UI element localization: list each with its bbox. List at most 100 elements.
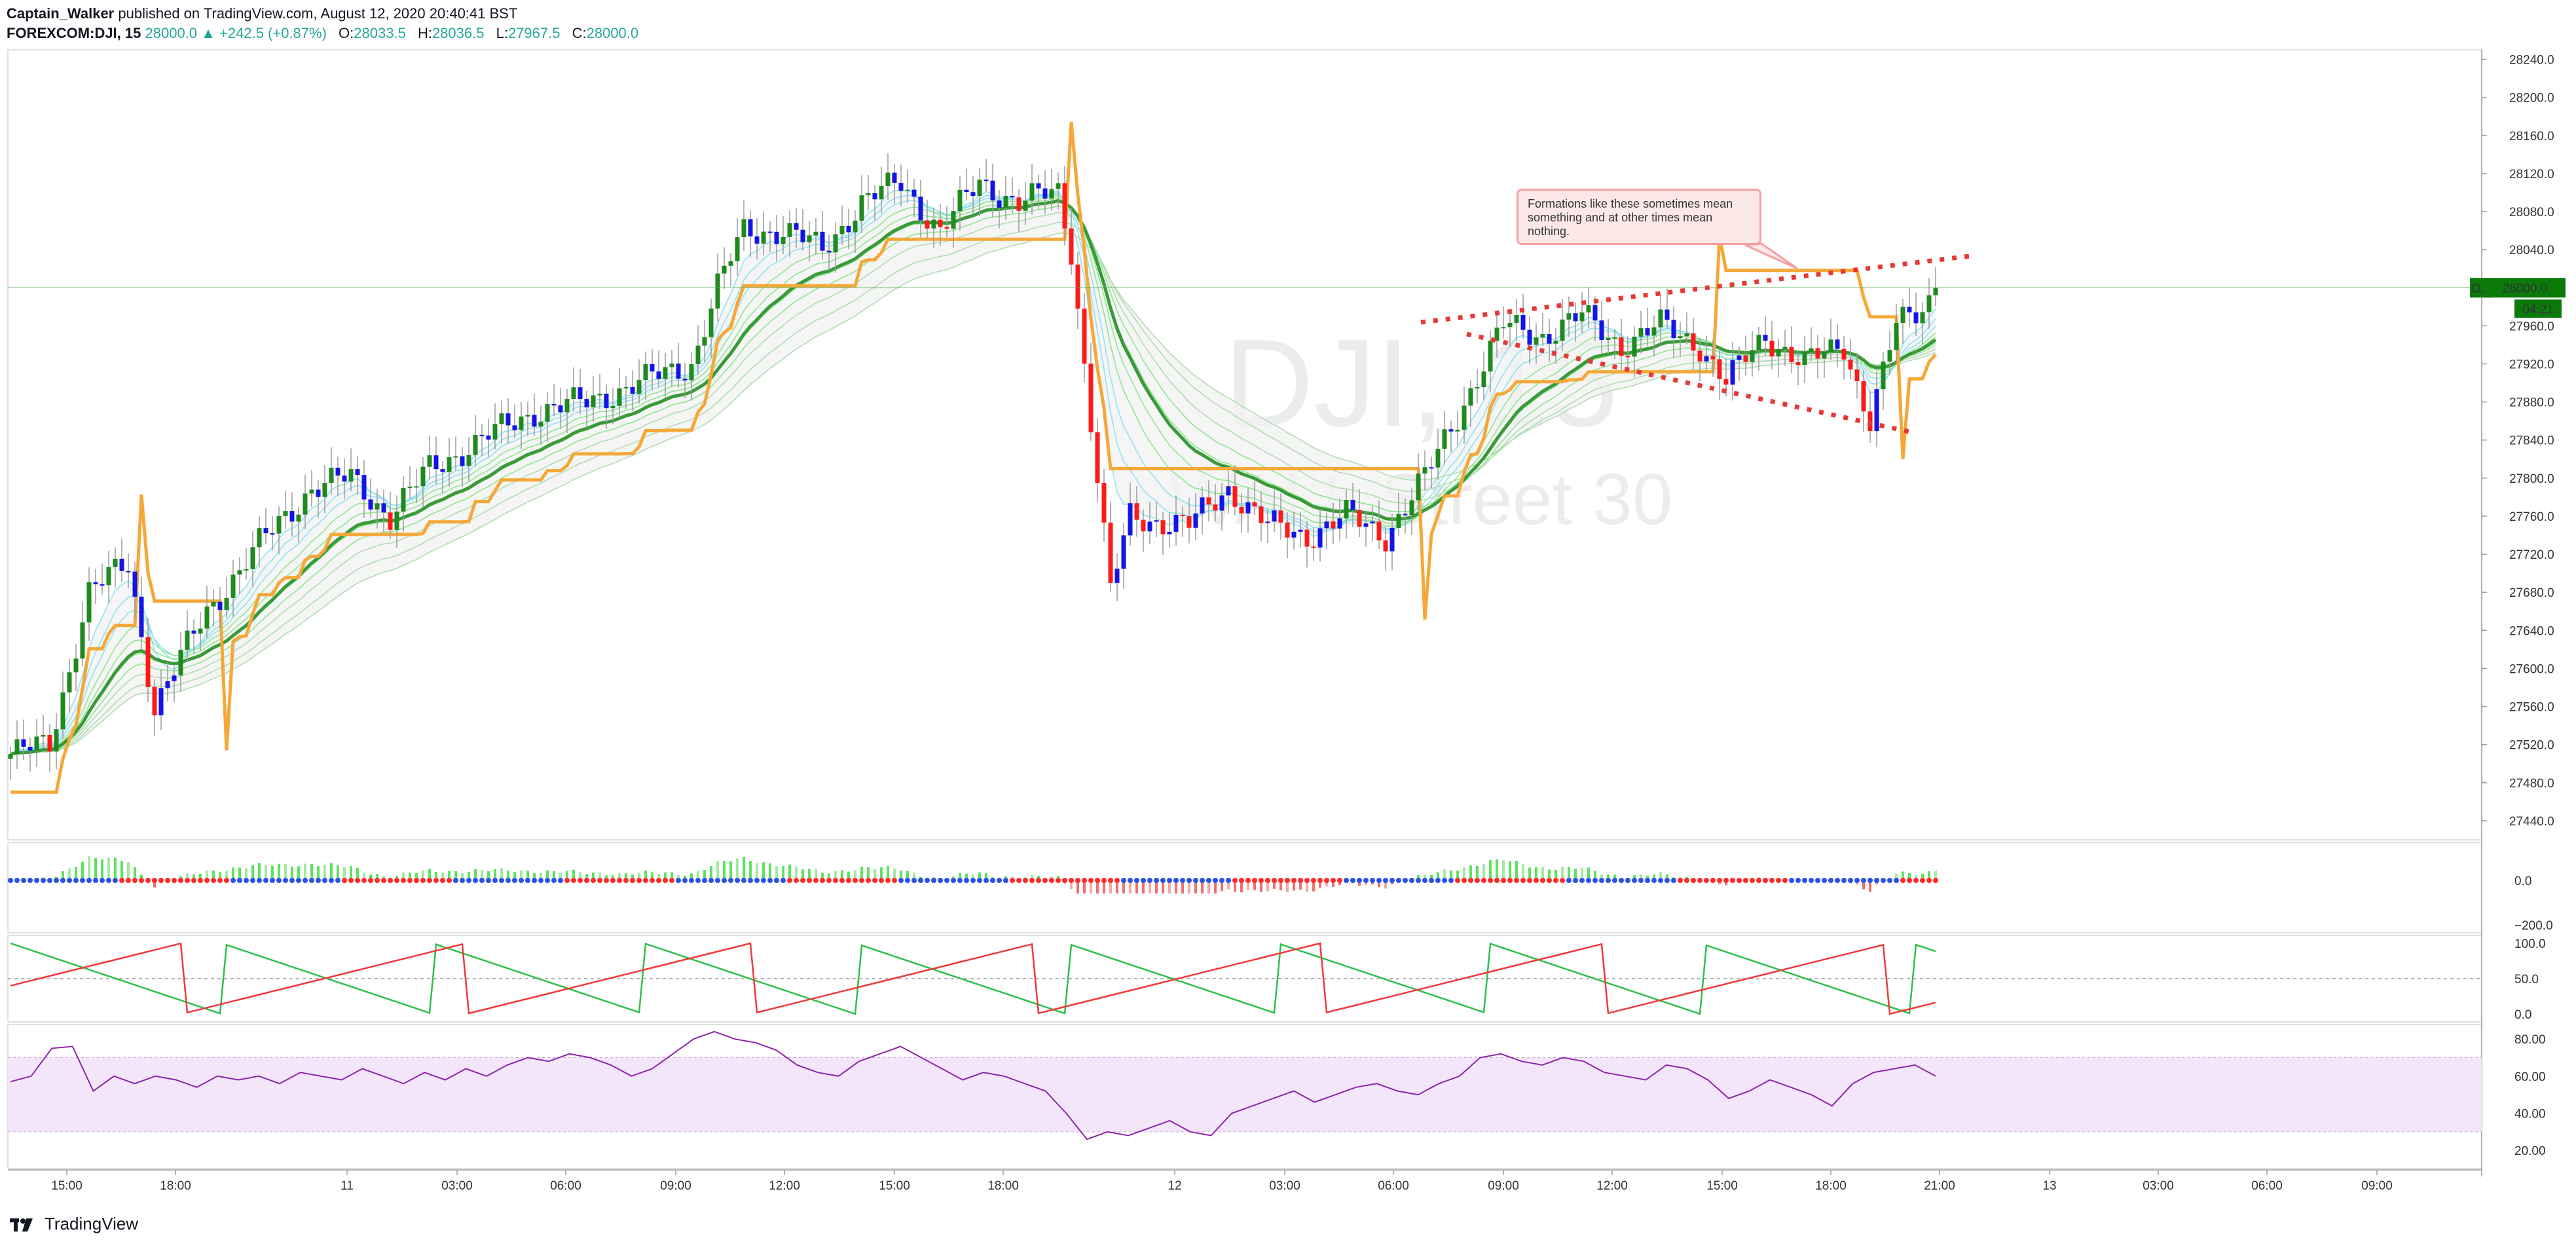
momentum-dot bbox=[499, 878, 504, 883]
momentum-dot bbox=[807, 878, 812, 883]
momentum-dot bbox=[309, 878, 314, 883]
momentum-bar bbox=[1895, 873, 1898, 880]
momentum-dot bbox=[100, 878, 105, 883]
momentum-bar bbox=[592, 872, 595, 880]
candles-group bbox=[8, 153, 1938, 780]
footer-brand[interactable]: TradingView bbox=[45, 1213, 139, 1233]
candle-body bbox=[1704, 356, 1709, 362]
momentum-bar bbox=[1319, 880, 1321, 888]
time-tick-label: 12:00 bbox=[769, 1179, 800, 1193]
candle-body bbox=[892, 172, 897, 183]
momentum-dot bbox=[519, 878, 524, 883]
momentum-bar bbox=[1489, 860, 1492, 880]
momentum-dot bbox=[813, 878, 819, 883]
momentum-dot bbox=[1462, 878, 1467, 883]
momentum-dot bbox=[761, 878, 766, 883]
symbol-label[interactable]: FOREXCOM:DJI, 15 bbox=[7, 25, 141, 41]
close-label: C: bbox=[572, 25, 587, 41]
momentum-bar bbox=[1227, 880, 1230, 890]
momentum-dot bbox=[551, 878, 557, 883]
momentum-bar bbox=[1155, 880, 1158, 894]
momentum-dot bbox=[1095, 878, 1100, 883]
momentum-tick-label: −200.0 bbox=[2514, 919, 2553, 933]
momentum-dot bbox=[1619, 878, 1624, 883]
momentum-bar bbox=[494, 869, 496, 880]
candle-body bbox=[394, 511, 399, 530]
momentum-bar bbox=[232, 867, 234, 880]
momentum-dot bbox=[479, 878, 485, 883]
author-name[interactable]: Captain_Walker bbox=[7, 5, 115, 22]
open-label: O: bbox=[339, 25, 354, 41]
momentum-dot bbox=[86, 878, 92, 883]
candle-body bbox=[1429, 467, 1434, 469]
momentum-dot bbox=[342, 878, 347, 883]
momentum-dot bbox=[787, 878, 792, 883]
momentum-bar bbox=[1600, 874, 1603, 880]
momentum-dot bbox=[1730, 878, 1735, 883]
momentum-dot bbox=[846, 878, 851, 883]
price-tick-label: 27480.0 bbox=[2509, 777, 2554, 791]
candle-body bbox=[1835, 339, 1840, 349]
momentum-dot bbox=[28, 878, 33, 883]
momentum-dot bbox=[1265, 878, 1270, 883]
momentum-dot bbox=[1933, 878, 1938, 883]
momentum-dot bbox=[1101, 878, 1107, 883]
momentum-dot bbox=[748, 878, 753, 883]
momentum-dot bbox=[1180, 878, 1185, 883]
candle-body bbox=[617, 388, 622, 406]
momentum-dot bbox=[879, 878, 884, 883]
candle-body bbox=[1809, 348, 1814, 352]
momentum-bar bbox=[1561, 867, 1564, 880]
candle-body bbox=[1612, 337, 1617, 339]
candle-body bbox=[1016, 197, 1021, 211]
momentum-bar bbox=[422, 870, 424, 880]
momentum-bar bbox=[409, 873, 411, 880]
candle-body bbox=[1507, 322, 1513, 328]
candle-body bbox=[997, 200, 1002, 208]
momentum-dot bbox=[1710, 878, 1716, 883]
momentum-bar bbox=[1214, 880, 1217, 894]
candle-body bbox=[1606, 338, 1611, 340]
candle-body bbox=[1435, 449, 1441, 468]
momentum-bar bbox=[749, 861, 752, 880]
candle-body bbox=[237, 570, 242, 575]
momentum-dot bbox=[1042, 878, 1048, 883]
momentum-dot bbox=[1651, 878, 1657, 883]
candle-body bbox=[1082, 309, 1087, 364]
footer: TradingView bbox=[9, 1211, 138, 1237]
candle-body bbox=[846, 226, 851, 233]
price-tag-box bbox=[2484, 278, 2566, 298]
candle-body bbox=[853, 220, 858, 233]
momentum-dot bbox=[1429, 878, 1434, 883]
momentum-bar bbox=[1424, 874, 1426, 880]
candle-body bbox=[669, 363, 674, 367]
momentum-bar bbox=[474, 869, 477, 880]
candle-body bbox=[512, 425, 517, 430]
price-tick-label: 28080.0 bbox=[2509, 206, 2554, 219]
momentum-dot bbox=[708, 878, 714, 883]
candle-body bbox=[1514, 315, 1519, 323]
momentum-dot bbox=[1625, 878, 1630, 883]
tradingview-logo-icon[interactable] bbox=[9, 1214, 38, 1233]
momentum-dot bbox=[1586, 878, 1591, 883]
chart-header: Captain_Walker published on TradingView.… bbox=[7, 4, 638, 43]
candle-body bbox=[1154, 520, 1159, 522]
price-tick-label: 27960.0 bbox=[2509, 320, 2554, 333]
candle-body bbox=[938, 219, 943, 227]
momentum-dot bbox=[584, 878, 589, 883]
momentum-dot bbox=[492, 878, 498, 883]
momentum-dot bbox=[781, 878, 786, 883]
candle-body bbox=[119, 558, 124, 571]
momentum-bar bbox=[297, 866, 300, 880]
momentum-bar bbox=[81, 861, 84, 880]
momentum-bar bbox=[219, 872, 221, 880]
momentum-dot bbox=[1448, 878, 1454, 883]
candle-body bbox=[460, 456, 465, 466]
momentum-dot bbox=[571, 878, 576, 883]
annotation-callout[interactable]: Formations like these sometimes mean som… bbox=[1517, 189, 1761, 245]
candle-body bbox=[244, 569, 249, 571]
momentum-bar bbox=[461, 873, 464, 880]
momentum-dot bbox=[486, 878, 491, 883]
momentum-bar bbox=[75, 867, 77, 880]
